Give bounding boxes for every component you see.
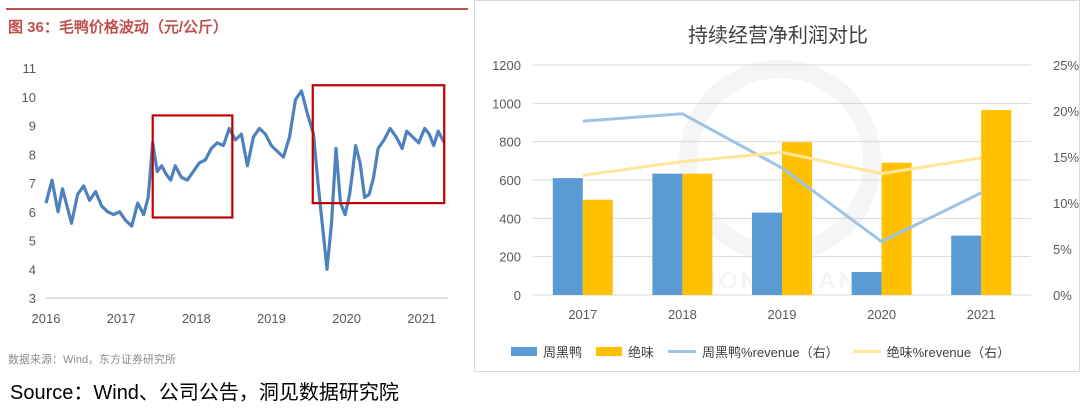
y-tick-label: 600 xyxy=(499,173,521,188)
x-tick-label: 2019 xyxy=(257,311,286,326)
title-rule xyxy=(6,8,468,10)
x-tick-label: 2020 xyxy=(867,307,896,322)
y-tick-label: 6 xyxy=(29,205,36,220)
y-tick-label: 7 xyxy=(29,176,36,191)
highlight-box xyxy=(311,84,446,205)
right-chart-title: 持续经营净利润对比 xyxy=(688,25,868,47)
y-tick-label: 8 xyxy=(29,147,36,162)
y2-tick-label: 15% xyxy=(1053,150,1079,165)
bar-zhouheiya xyxy=(752,212,782,295)
x-tick-label: 2021 xyxy=(407,311,436,326)
legend-swatch-zhouheiya-revenue xyxy=(668,349,697,353)
x-tick-label: 2017 xyxy=(107,311,136,326)
left-figure-title: 图 36：毛鸭价格波动（元/公斤） xyxy=(8,19,229,36)
legend-item-juewei: 绝味 xyxy=(596,342,654,361)
legend-item-zhouheiya-revenue: 周黑鸭%revenue（右） xyxy=(668,342,839,361)
chart-legend: 周黑鸭 绝味 周黑鸭%revenue（右） 绝味%revenue（右） xyxy=(511,341,1071,361)
y-tick-label: 11 xyxy=(23,61,37,76)
bar-juewei xyxy=(782,142,812,295)
x-tick-label: 2021 xyxy=(967,307,996,322)
y-tick-label: 400 xyxy=(499,211,521,226)
y-tick-label: 1200 xyxy=(492,58,521,73)
x-tick-label: 2017 xyxy=(568,307,597,322)
left-figure-panel: 图 36：毛鸭价格波动（元/公斤） 3 4 5 6 7 8 9 10 11 2016 2017 201… xyxy=(0,0,470,372)
x-tick-label: 2018 xyxy=(668,307,697,322)
x-tick-label: 2019 xyxy=(768,307,797,322)
bar-juewei xyxy=(981,110,1012,296)
legend-swatch-juewei-revenue xyxy=(852,349,881,353)
legend-label-juewei-revenue: 绝味%revenue（右） xyxy=(886,344,1011,360)
y2-tick-label: 0% xyxy=(1053,288,1072,303)
price-series-line xyxy=(44,89,446,271)
legend-label-zhouheiya: 周黑鸭 xyxy=(543,344,583,360)
legend-item-zhouheiya: 周黑鸭 xyxy=(511,342,582,361)
x-tick-label: 2020 xyxy=(332,311,361,326)
left-figure-source: 数据来源：Wind，东方证券研究所 xyxy=(8,354,177,366)
y-tick-label: 9 xyxy=(29,119,36,134)
legend-swatch-juewei xyxy=(596,346,623,356)
y-tick-label: 5 xyxy=(29,234,36,249)
y-tick-label: 3 xyxy=(29,291,36,306)
y-tick-label: 800 xyxy=(499,135,521,150)
bar-zhouheiya xyxy=(552,178,583,295)
y-tick-label: 0 xyxy=(514,288,521,303)
line-zhouheiya-revenue xyxy=(582,112,982,244)
y2-tick-label: 20% xyxy=(1053,104,1079,119)
legend-label-zhouheiya-revenue: 周黑鸭%revenue（右） xyxy=(702,344,839,360)
x-tick-label: 2016 xyxy=(32,311,61,326)
y-tick-label: 4 xyxy=(29,262,36,277)
y-tick-label: 1000 xyxy=(492,96,521,111)
bar-zhouheiya xyxy=(851,272,882,295)
x-tick-label: 2018 xyxy=(182,311,211,326)
legend-label-juewei: 绝味 xyxy=(628,344,655,360)
line-juewei-revenue xyxy=(582,150,982,177)
y-tick-label: 10 xyxy=(22,90,36,105)
y2-tick-label: 25% xyxy=(1053,58,1079,73)
bar-juewei xyxy=(582,199,613,295)
source-caption: Source：Wind、公司公告，洞见数据研究院 xyxy=(10,382,399,404)
legend-item-juewei-revenue: 绝味%revenue（右） xyxy=(852,342,1011,361)
right-figure-panel: 持续经营净利润对比 VISION FINANCE0200400600800100… xyxy=(474,0,1080,372)
y2-tick-label: 5% xyxy=(1053,242,1072,257)
bar-juewei xyxy=(682,173,713,295)
right-bar-line-chart: VISION FINANCE0200400600800100012000%5%1… xyxy=(492,58,1079,322)
left-line-chart: 3 4 5 6 7 8 9 10 11 2016 2017 2018 2019 2020 2021 xyxy=(22,61,448,326)
y2-tick-label: 10% xyxy=(1053,196,1079,211)
bar-zhouheiya xyxy=(951,235,982,295)
y-tick-label: 200 xyxy=(499,250,521,265)
highlight-box xyxy=(151,114,234,219)
legend-swatch-zhouheiya xyxy=(511,346,537,356)
bar-zhouheiya xyxy=(652,173,683,295)
